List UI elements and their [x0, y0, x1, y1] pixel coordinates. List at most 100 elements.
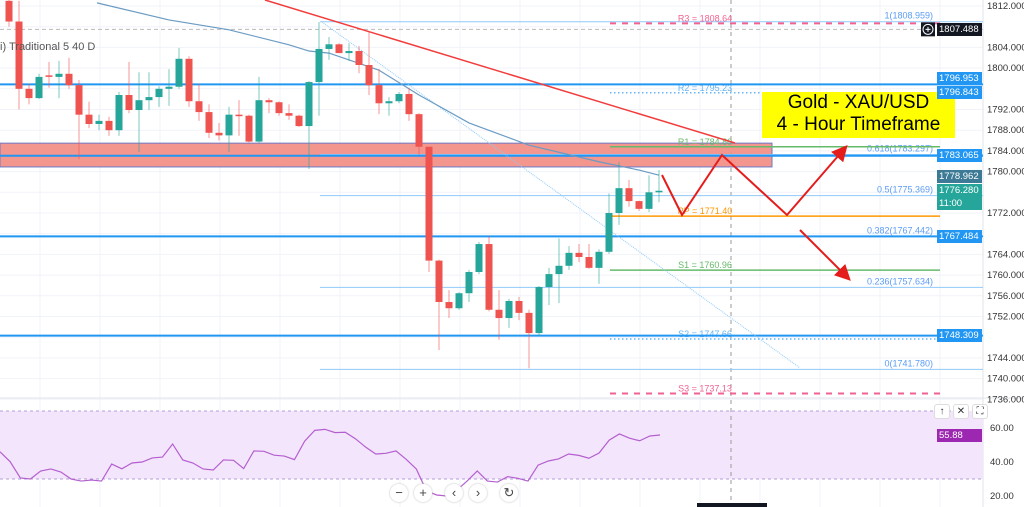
candle [305, 81, 313, 170]
candle-body [335, 44, 343, 54]
price-axis-tick: 1736.000 [987, 394, 1024, 405]
candle [125, 61, 133, 114]
move-up-icon[interactable]: ↑ [934, 404, 950, 419]
zoom-in-button[interactable]: + [414, 484, 432, 502]
candle [585, 244, 593, 269]
close-icon[interactable]: ✕ [953, 404, 969, 419]
candle-body [35, 76, 43, 99]
candle-body [175, 58, 183, 87]
candle-body [585, 256, 593, 268]
candle [655, 170, 663, 203]
fib-level-label: 1(1808.959) [884, 11, 933, 21]
candle-body [215, 132, 223, 136]
candle [105, 116, 113, 136]
candle [435, 259, 443, 351]
price-axis-tick: 1812.000 [987, 1, 1024, 12]
candle [385, 97, 393, 116]
rsi-pane-controls: ↑ ✕ ⛶ [934, 404, 988, 419]
price-label: 1796.843 [937, 86, 982, 100]
candle [365, 30, 373, 96]
candle [285, 104, 293, 120]
price-axis-tick: 1804.000 [987, 42, 1024, 53]
candle [445, 290, 453, 319]
candle [345, 43, 353, 61]
candle-body [165, 86, 173, 89]
candle-body [445, 302, 453, 309]
candle [515, 296, 523, 321]
candle [15, 0, 23, 110]
candle-body [525, 312, 533, 334]
candle [245, 114, 253, 143]
candle-body [125, 95, 133, 111]
candle [375, 69, 383, 115]
zoom-out-button[interactable]: − [390, 484, 408, 502]
candle [165, 69, 173, 106]
candle [65, 57, 73, 89]
candle [55, 60, 63, 99]
time-axis-highlight [697, 503, 767, 507]
scroll-back-button[interactable]: ‹ [445, 484, 463, 502]
add-alert-icon[interactable] [922, 23, 934, 35]
candle [75, 80, 83, 160]
candle-body [185, 58, 193, 102]
candle [555, 238, 563, 304]
candle-body [605, 213, 613, 252]
fib-level-label: 0.236(1757.634) [867, 276, 933, 286]
price-label: 1767.484 [937, 229, 982, 243]
candle [265, 98, 273, 114]
projection-arrow-bearish [799, 229, 851, 281]
candle [355, 45, 363, 74]
candle [545, 267, 553, 306]
candle-body [305, 82, 313, 127]
price-label: 1783.065 [937, 149, 982, 163]
candle [615, 162, 623, 225]
candle-body [295, 115, 303, 127]
rsi-axis-tick: 60.00 [990, 423, 1014, 434]
reset-chart-button[interactable]: ↻ [500, 484, 518, 502]
candle [625, 179, 633, 207]
candle-body [475, 244, 483, 272]
candle-body [315, 48, 323, 83]
candle-body [55, 73, 63, 77]
price-axis-tick: 1788.000 [987, 125, 1024, 136]
candle-body [105, 120, 113, 131]
callout-line-2: 4 - Hour Timeframe [776, 114, 941, 135]
candle-body [535, 287, 543, 334]
candle [645, 175, 653, 212]
candle [185, 56, 193, 107]
candle-body [645, 192, 653, 209]
candle-body [435, 260, 443, 303]
candle-body [465, 271, 473, 294]
price-label: 1778.962 [937, 170, 982, 184]
candle-body [275, 102, 283, 114]
candle-body [495, 309, 503, 319]
candle-body [15, 21, 23, 89]
candle-body [25, 88, 33, 99]
scroll-forward-button[interactable]: › [469, 484, 487, 502]
candle-body [635, 201, 643, 209]
fib-level-label: 0.382(1767.442) [867, 226, 933, 236]
candle-body [225, 114, 233, 136]
candle [5, 0, 13, 27]
price-label: 1807.488 [937, 22, 982, 36]
price-axis-tick: 1784.000 [987, 146, 1024, 157]
maximize-icon[interactable]: ⛶ [972, 404, 988, 419]
candle-body [235, 114, 243, 117]
candle-body [375, 85, 383, 104]
pivot-label: S1 = 1760.96 [678, 260, 732, 270]
candle [595, 249, 603, 284]
candle [335, 43, 343, 54]
candle [455, 292, 463, 310]
rsi-axis-tick: 40.00 [990, 457, 1014, 468]
candle [465, 269, 473, 303]
candle-body [255, 100, 263, 142]
price-axis-tick: 1792.000 [987, 105, 1024, 116]
candle-body [455, 293, 463, 309]
candle-body [45, 75, 53, 77]
candle-body [145, 97, 153, 101]
candle [605, 193, 613, 254]
candle-body [565, 252, 573, 266]
candle-body [655, 190, 663, 193]
price-axis-tick: 1756.000 [987, 291, 1024, 302]
